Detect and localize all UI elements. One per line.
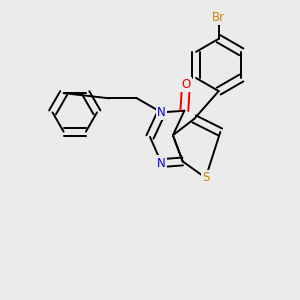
Text: N: N [157, 106, 166, 119]
Text: N: N [157, 157, 166, 169]
Text: O: O [182, 78, 190, 91]
Text: Br: Br [212, 11, 225, 24]
Text: S: S [202, 171, 209, 184]
